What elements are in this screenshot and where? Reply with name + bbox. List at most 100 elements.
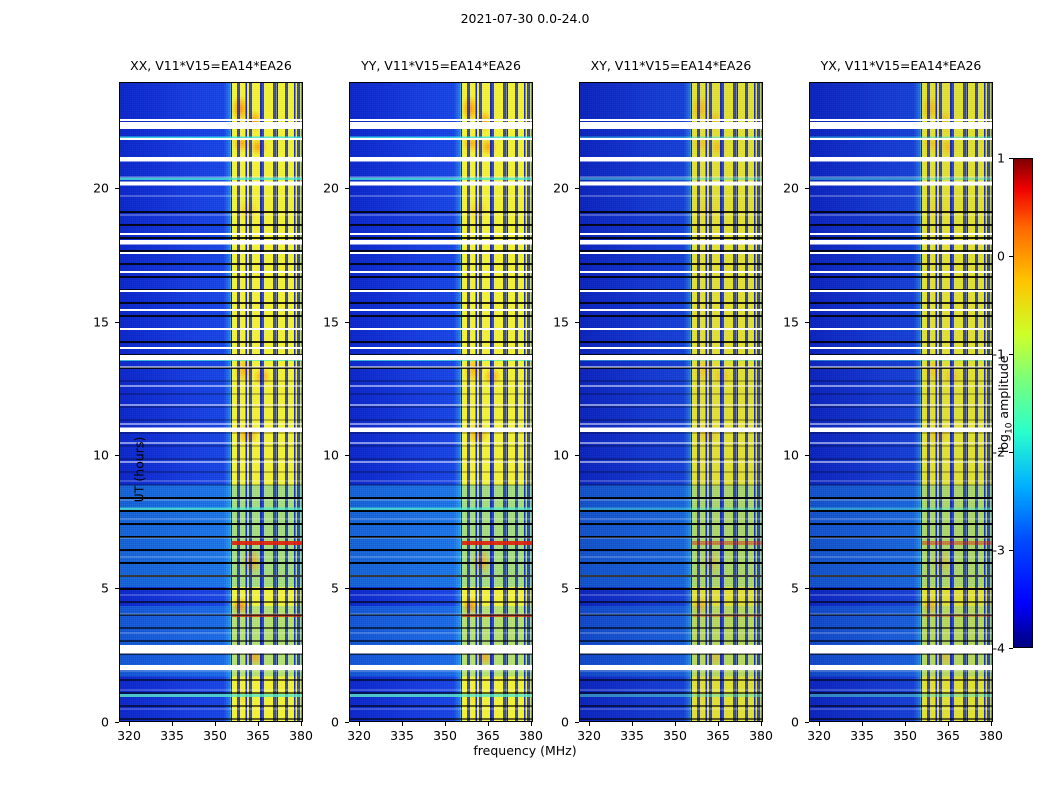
xtick-label: 335	[850, 728, 874, 743]
colorbar-tick-mark	[1009, 648, 1013, 649]
xtick-label: 335	[160, 728, 184, 743]
xtick-mark	[761, 722, 762, 726]
xtick-mark	[948, 722, 949, 726]
xtick-mark	[301, 722, 302, 726]
xtick-mark	[215, 722, 216, 726]
xtick-label: 365	[936, 728, 960, 743]
xtick-label: 350	[203, 728, 227, 743]
ytick-mark	[805, 588, 809, 589]
xtick-label: 380	[289, 728, 313, 743]
xtick-mark	[718, 722, 719, 726]
colorbar-tick-mark	[1009, 158, 1013, 159]
ytick-label: 5	[561, 580, 569, 596]
panel-yx-plot-area[interactable]	[809, 82, 993, 722]
figure-suptitle: 2021-07-30 0.0-24.0	[460, 11, 590, 26]
xtick-label: 320	[577, 728, 601, 743]
colorbar-tick-label: -1	[992, 346, 1005, 362]
ytick-label: 15	[553, 314, 569, 330]
ytick-label: 10	[553, 447, 569, 463]
xtick-mark	[488, 722, 489, 726]
panel-xy-title: XY, V11*V15=EA14*EA26	[590, 58, 752, 73]
colorbar-tick-label: -3	[992, 542, 1005, 558]
panel-xy-plot-area[interactable]	[579, 82, 763, 722]
panel-yx[interactable]: YX, V11*V15=EA14*EA26 320 335 350 365 38…	[783, 58, 1003, 743]
ytick-label: 5	[331, 580, 339, 596]
ytick-label: 20	[93, 180, 109, 196]
panel-yy-title: YY, V11*V15=EA14*EA26	[361, 58, 521, 73]
colorbar-tick-label: -4	[992, 640, 1005, 656]
xtick-mark	[445, 722, 446, 726]
ytick-mark	[115, 588, 119, 589]
ytick-mark	[575, 455, 579, 456]
ytick-label: 10	[783, 447, 799, 463]
ytick-label: 15	[323, 314, 339, 330]
waterfall-gap-layer	[120, 83, 302, 721]
ytick-mark	[575, 722, 579, 723]
xtick-mark	[862, 722, 863, 726]
xtick-label: 380	[519, 728, 543, 743]
panel-yy[interactable]: YY, V11*V15=EA14*EA26 320 335 350 365 38…	[323, 58, 543, 743]
ytick-mark	[345, 722, 349, 723]
xtick-label: 365	[476, 728, 500, 743]
colorbar[interactable]	[1013, 158, 1033, 648]
xtick-mark	[819, 722, 820, 726]
xtick-mark	[402, 722, 403, 726]
colorbar-tick-mark	[1009, 550, 1013, 551]
waterfall-gap-layer	[350, 83, 532, 721]
colorbar-label: log10 amplitude	[995, 355, 1015, 454]
ytick-mark	[575, 322, 579, 323]
xtick-label: 380	[979, 728, 1003, 743]
xtick-mark	[258, 722, 259, 726]
xtick-mark	[632, 722, 633, 726]
colorbar-tick-label: 0	[997, 248, 1005, 264]
ytick-label: 5	[101, 580, 109, 596]
xtick-mark	[359, 722, 360, 726]
ytick-mark	[805, 455, 809, 456]
xtick-label: 320	[807, 728, 831, 743]
ytick-label: 15	[783, 314, 799, 330]
xtick-label: 320	[117, 728, 141, 743]
colorbar-tick-mark	[1009, 452, 1013, 453]
waterfall-gap-layer	[580, 83, 762, 721]
ytick-mark	[115, 722, 119, 723]
ytick-label: 10	[323, 447, 339, 463]
panel-xy[interactable]: XY, V11*V15=EA14*EA26 320 335 350 365 38…	[553, 58, 773, 743]
panel-yx-title: YX, V11*V15=EA14*EA26	[820, 58, 982, 73]
ytick-mark	[345, 188, 349, 189]
ytick-mark	[575, 588, 579, 589]
xtick-label: 335	[390, 728, 414, 743]
xtick-label: 350	[893, 728, 917, 743]
panel-xx-plot-area[interactable]	[119, 82, 303, 722]
ytick-mark	[345, 588, 349, 589]
xtick-mark	[172, 722, 173, 726]
panel-xx[interactable]: XX, V11*V15=EA14*EA26 320 335 350 365 38…	[93, 58, 313, 743]
panel-xx-title: XX, V11*V15=EA14*EA26	[130, 58, 292, 73]
ytick-label: 10	[93, 447, 109, 463]
ytick-mark	[805, 322, 809, 323]
colorbar-tick-mark	[1009, 256, 1013, 257]
xtick-mark	[589, 722, 590, 726]
xtick-label: 320	[347, 728, 371, 743]
y-axis-label: UT (hours)	[131, 436, 147, 503]
ytick-label: 5	[791, 580, 799, 596]
panel-yy-plot-area[interactable]	[349, 82, 533, 722]
waterfall-gap-layer	[810, 83, 992, 721]
colorbar-tick-mark	[1009, 354, 1013, 355]
ytick-label: 0	[561, 714, 569, 730]
xtick-label: 350	[433, 728, 457, 743]
ytick-mark	[345, 455, 349, 456]
colorbar-tick-label: 1	[997, 150, 1005, 166]
xtick-label: 365	[246, 728, 270, 743]
ytick-mark	[575, 188, 579, 189]
xtick-mark	[905, 722, 906, 726]
ytick-label: 0	[101, 714, 109, 730]
ytick-label: 15	[93, 314, 109, 330]
xtick-label: 350	[663, 728, 687, 743]
x-axis-label: frequency (MHz)	[473, 743, 577, 758]
ytick-mark	[805, 188, 809, 189]
ytick-mark	[115, 455, 119, 456]
ytick-label: 20	[553, 180, 569, 196]
xtick-mark	[675, 722, 676, 726]
colorbar-tick-label: -2	[992, 444, 1005, 460]
